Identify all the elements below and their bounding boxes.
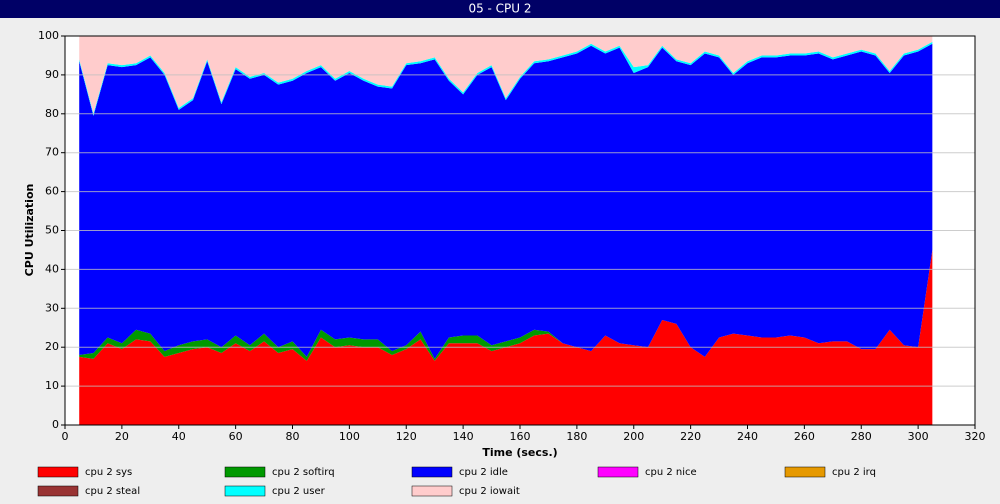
x-tick-label: 160 xyxy=(510,430,531,443)
x-tick-label: 300 xyxy=(908,430,929,443)
y-tick-label: 90 xyxy=(45,68,59,81)
title-bar xyxy=(0,0,1000,18)
x-tick-label: 60 xyxy=(229,430,243,443)
legend-label: cpu 2 iowait xyxy=(459,486,520,497)
legend-swatch xyxy=(411,466,453,478)
x-tick-label: 40 xyxy=(172,430,186,443)
x-axis-title: Time (secs.) xyxy=(482,446,557,459)
y-tick-label: 20 xyxy=(45,340,59,353)
legend-swatch xyxy=(597,466,639,478)
legend-swatch xyxy=(224,466,266,478)
x-tick-label: 80 xyxy=(286,430,300,443)
x-tick-label: 180 xyxy=(566,430,587,443)
x-tick-label: 0 xyxy=(62,430,69,443)
legend-swatch xyxy=(37,466,79,478)
x-tick-label: 200 xyxy=(623,430,644,443)
x-tick-label: 120 xyxy=(396,430,417,443)
plot-frame xyxy=(64,35,976,426)
area xyxy=(79,43,933,359)
x-tick-label: 100 xyxy=(339,430,360,443)
legend-label: cpu 2 sys xyxy=(85,467,132,478)
legend-label: cpu 2 user xyxy=(272,486,326,497)
y-tick-label: 40 xyxy=(45,262,59,275)
legend-swatch xyxy=(411,485,453,497)
y-tick-label: 80 xyxy=(45,107,59,120)
y-tick-label: 50 xyxy=(45,224,59,237)
area xyxy=(79,249,933,425)
chart-title: 05 - CPU 2 xyxy=(468,2,531,16)
legend-label: cpu 2 nice xyxy=(645,467,697,478)
y-tick-label: 30 xyxy=(45,301,59,314)
x-tick-label: 240 xyxy=(737,430,758,443)
y-tick-label: 100 xyxy=(38,29,59,42)
legend-label: cpu 2 idle xyxy=(459,467,508,478)
y-tick-label: 0 xyxy=(52,418,59,431)
legend-swatch xyxy=(784,466,826,478)
legend-label: cpu 2 steal xyxy=(85,486,140,497)
x-tick-label: 20 xyxy=(115,430,129,443)
y-axis-title: CPU Utilization xyxy=(23,184,36,277)
y-tick-label: 70 xyxy=(45,146,59,159)
x-tick-label: 280 xyxy=(851,430,872,443)
x-tick-label: 140 xyxy=(453,430,474,443)
x-tick-label: 220 xyxy=(680,430,701,443)
legend-label: cpu 2 softirq xyxy=(272,467,335,478)
area xyxy=(79,41,933,116)
legend-swatch xyxy=(37,485,79,497)
x-tick-label: 260 xyxy=(794,430,815,443)
x-tick-label: 320 xyxy=(965,430,986,443)
legend-label: cpu 2 irq xyxy=(832,467,876,478)
y-tick-label: 60 xyxy=(45,185,59,198)
y-tick-label: 10 xyxy=(45,379,59,392)
legend-swatch xyxy=(224,485,266,497)
